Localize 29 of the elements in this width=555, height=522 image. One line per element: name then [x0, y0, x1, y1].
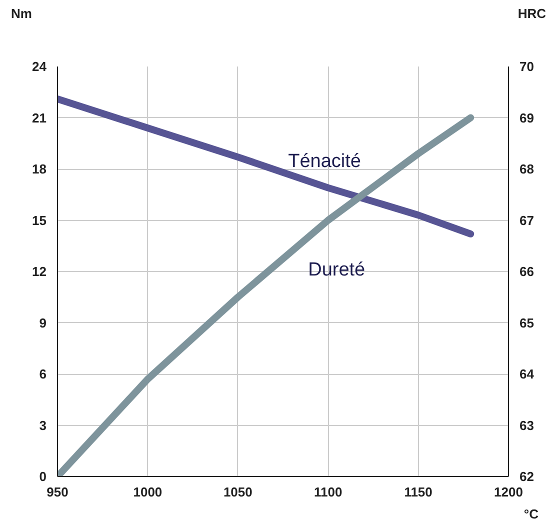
y2-tick-label: 62 [520, 469, 534, 484]
x-tick-label: 1000 [133, 484, 162, 500]
x-tick-label: 1100 [314, 484, 342, 500]
y2-tick-label: 65 [520, 315, 534, 330]
y2-axis-title: HRC [518, 5, 547, 23]
y-tick-label: 0 [39, 469, 47, 484]
x-tick-label: 1150 [404, 484, 432, 500]
y-tick-label: 18 [32, 162, 47, 176]
y-tick-label: 24 [32, 59, 48, 74]
y2-tick-label: 69 [520, 110, 534, 126]
y2-tick-label: 64 [520, 366, 535, 382]
y-tick-label: 12 [32, 264, 47, 279]
x-tick-label: 1200 [494, 484, 523, 500]
x-tick-label: 1050 [223, 484, 252, 500]
y2-tick-label: 67 [520, 212, 534, 228]
series-label: Ténacité [288, 150, 361, 172]
y-tick-label: 3 [39, 418, 47, 433]
y-axis-title: Nm [10, 5, 32, 23]
y-tick-label: 15 [32, 212, 47, 228]
x-axis-title: °C [524, 506, 540, 522]
y-tick-label: 6 [39, 366, 47, 382]
series-label: Dureté [308, 259, 366, 280]
y2-tick-label: 63 [520, 418, 534, 433]
y2-tick-label: 70 [520, 59, 534, 74]
x-tick-label: 950 [46, 484, 68, 500]
y-tick-label: 21 [32, 110, 47, 126]
y2-tick-label: 68 [520, 162, 534, 176]
y2-tick-label: 66 [520, 264, 534, 279]
y-tick-label: 9 [39, 315, 47, 330]
